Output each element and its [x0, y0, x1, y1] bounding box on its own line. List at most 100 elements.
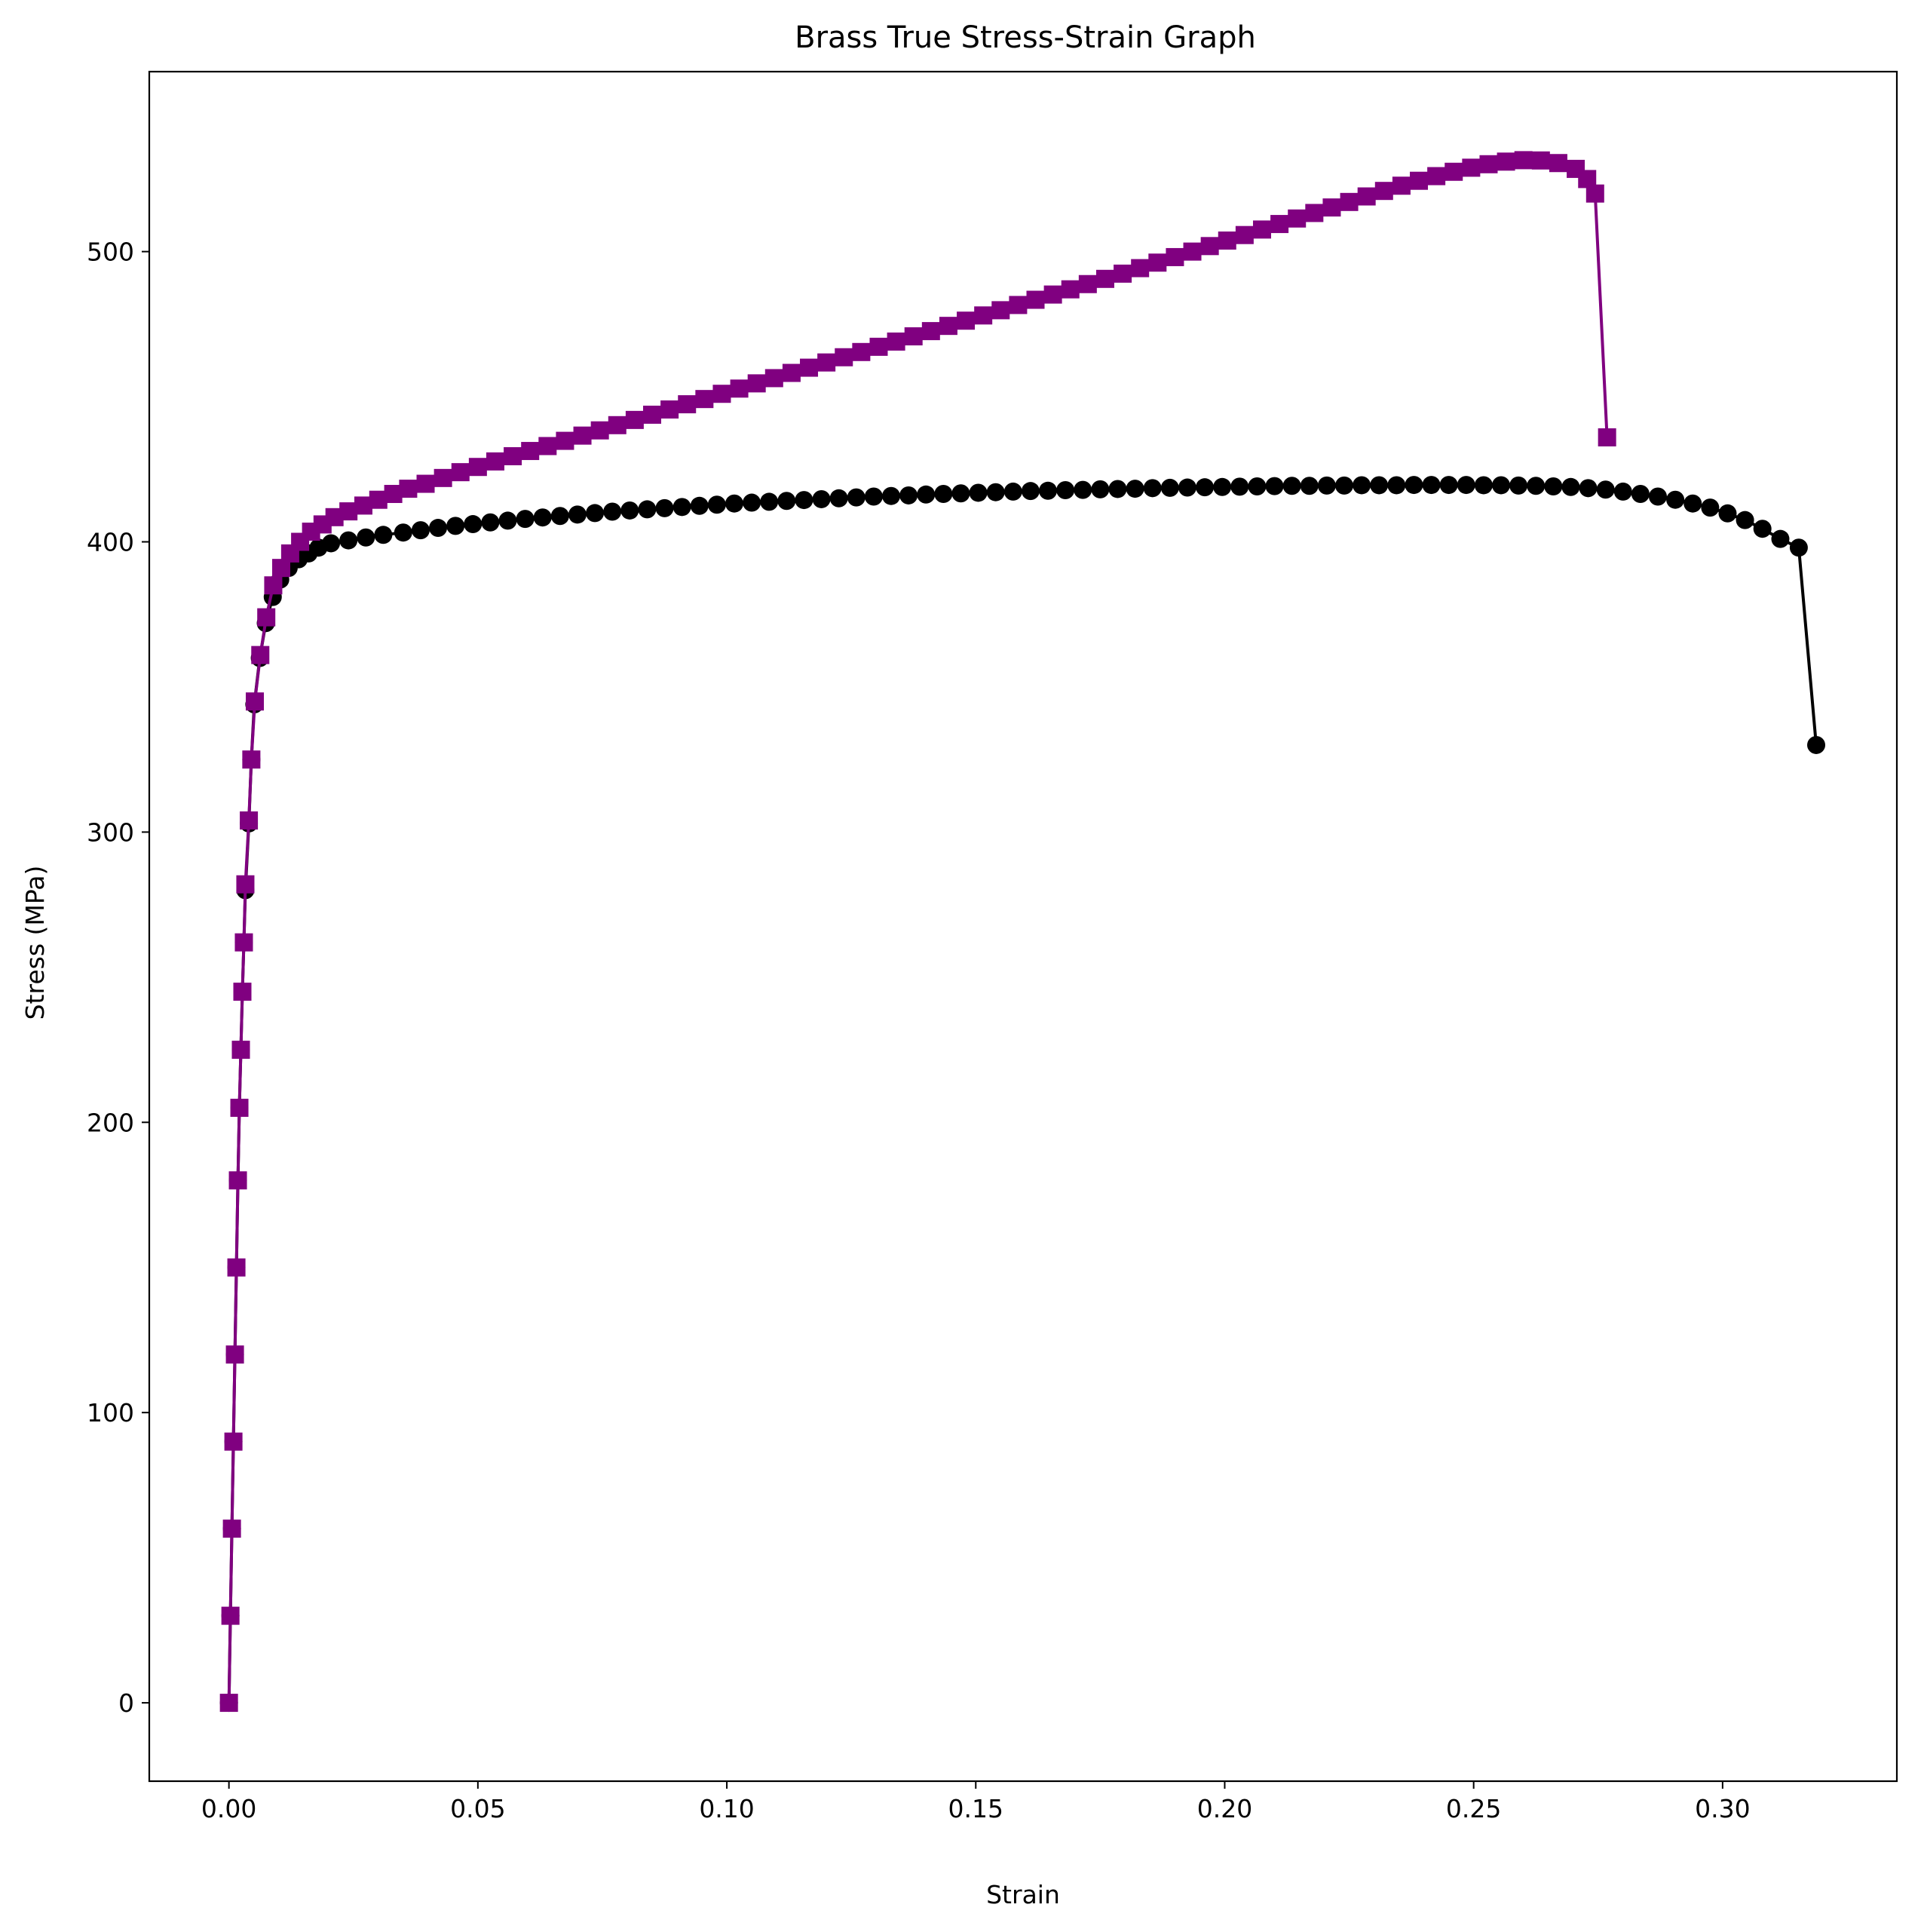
- data-point-circle: [429, 519, 448, 538]
- data-point-square: [1462, 158, 1481, 177]
- data-point-square: [486, 452, 504, 471]
- data-point-square: [246, 692, 265, 711]
- data-point-circle: [829, 489, 848, 508]
- data-point-square: [1061, 280, 1080, 299]
- y-tick-label: 200: [87, 1108, 134, 1137]
- data-point-square: [1026, 290, 1045, 309]
- data-point-circle: [1491, 476, 1510, 495]
- series-layer: [219, 151, 1826, 1713]
- data-point-square: [1009, 296, 1028, 314]
- data-point-square: [1148, 253, 1167, 272]
- data-point-square: [991, 301, 1010, 320]
- data-point-square: [1410, 171, 1429, 190]
- data-point-square: [1340, 192, 1359, 211]
- plot-frame: [148, 70, 1898, 1783]
- data-point-circle: [357, 528, 375, 547]
- data-point-circle: [1248, 477, 1267, 496]
- data-point-circle: [1789, 538, 1808, 557]
- data-point-circle: [1108, 480, 1127, 498]
- data-point-circle: [1160, 478, 1179, 497]
- x-axis-ticks: 0.00 0.05 0.10 0.15 0.20 0.25 0.30: [201, 1781, 1751, 1823]
- data-point-square: [1270, 215, 1289, 234]
- data-point-square: [974, 306, 993, 325]
- data-point-circle: [464, 515, 483, 534]
- data-point-circle: [374, 526, 393, 544]
- data-point-square: [230, 1099, 249, 1118]
- data-point-square: [1305, 204, 1324, 222]
- data-point-circle: [1457, 476, 1475, 495]
- data-point-circle: [655, 498, 674, 517]
- data-point-square: [678, 395, 697, 414]
- data-point-square: [219, 1694, 238, 1713]
- y-tick-label: 100: [87, 1398, 134, 1428]
- data-point-square: [538, 437, 557, 455]
- data-point-circle: [795, 491, 813, 510]
- data-point-square: [1218, 232, 1236, 250]
- data-point-square: [234, 933, 253, 952]
- data-point-circle: [1353, 476, 1371, 495]
- data-point-circle: [690, 496, 709, 515]
- data-point-square: [1427, 167, 1446, 186]
- data-point-circle: [394, 523, 412, 542]
- data-point-square: [1598, 428, 1616, 446]
- data-point-square: [1235, 225, 1254, 244]
- data-point-circle: [1265, 477, 1284, 495]
- data-point-square: [556, 431, 574, 450]
- x-tick-label: 0.25: [1446, 1794, 1501, 1823]
- data-point-circle: [533, 508, 552, 527]
- data-point-square: [1374, 182, 1393, 201]
- data-point-circle: [917, 485, 936, 504]
- data-point-circle: [498, 511, 517, 530]
- data-point-circle: [1753, 520, 1772, 538]
- x-tick-label: 0.10: [699, 1794, 754, 1823]
- data-point-circle: [1527, 477, 1546, 495]
- data-point-square: [228, 1171, 247, 1190]
- data-point-circle: [550, 507, 569, 526]
- data-point-circle: [1649, 487, 1668, 506]
- data-point-square: [1357, 187, 1376, 206]
- data-point-square: [573, 426, 592, 445]
- data-point-circle: [1684, 494, 1702, 513]
- data-point-circle: [1771, 529, 1790, 548]
- data-point-circle: [707, 495, 726, 514]
- data-point-square: [800, 358, 819, 377]
- data-point-square: [1479, 155, 1498, 173]
- data-point-circle: [969, 483, 988, 502]
- y-tick-label: 300: [87, 817, 134, 847]
- data-point-circle: [1474, 476, 1493, 495]
- data-point-circle: [620, 501, 639, 520]
- data-point-circle: [777, 492, 796, 511]
- data-point-square: [231, 1041, 250, 1060]
- data-point-square: [730, 379, 749, 398]
- data-point-square: [921, 322, 940, 341]
- data-point-square: [643, 405, 662, 424]
- data-point-square: [660, 400, 679, 419]
- y-axis-label: Stress (MPa): [20, 866, 50, 1020]
- data-point-circle: [1317, 476, 1336, 495]
- data-point-circle: [1439, 476, 1458, 495]
- data-point-circle: [411, 521, 430, 540]
- data-point-square: [227, 1258, 246, 1277]
- data-point-square: [1200, 237, 1219, 256]
- data-point-circle: [986, 483, 1005, 501]
- data-point-circle: [1039, 481, 1058, 500]
- data-point-square: [608, 416, 627, 434]
- data-point-square: [240, 811, 259, 830]
- data-point-circle: [1091, 480, 1110, 498]
- data-point-circle: [881, 486, 900, 505]
- data-point-circle: [1196, 478, 1215, 497]
- data-point-square: [251, 646, 270, 664]
- data-point-square: [747, 374, 766, 393]
- x-tick-label: 0.15: [948, 1794, 1003, 1823]
- data-point-circle: [1370, 476, 1389, 495]
- data-point-square: [869, 337, 888, 356]
- data-point-circle: [1666, 490, 1685, 509]
- data-point-circle: [672, 498, 691, 517]
- data-point-square: [1445, 162, 1463, 181]
- data-point-circle: [1074, 480, 1092, 499]
- series-1: [219, 151, 1616, 1713]
- data-point-square: [242, 750, 261, 769]
- x-tick-label: 0.20: [1197, 1794, 1252, 1823]
- data-point-circle: [847, 488, 865, 507]
